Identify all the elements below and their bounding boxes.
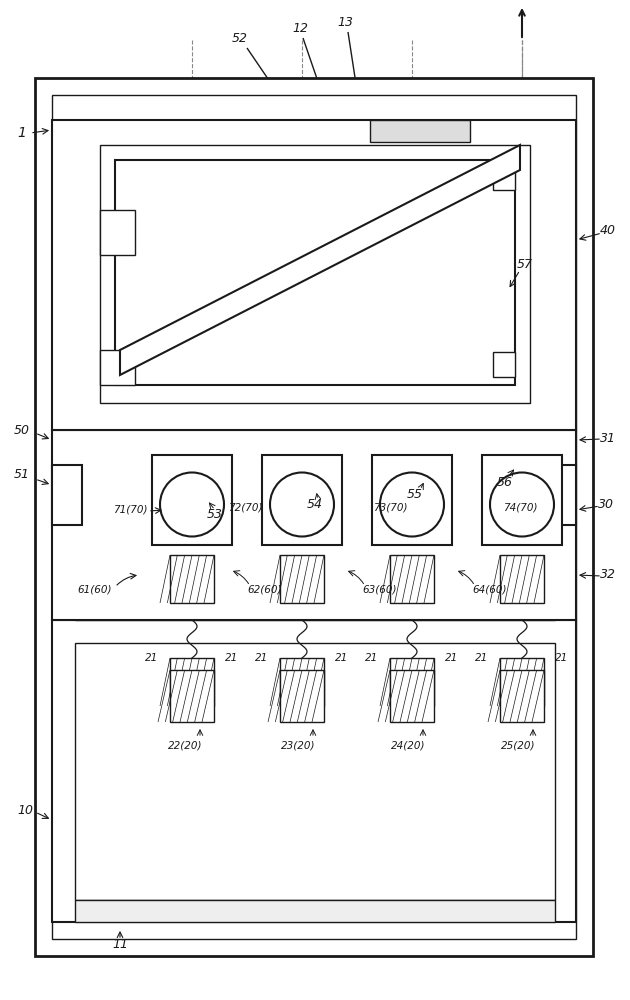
Text: 21: 21 bbox=[445, 653, 459, 663]
Bar bbox=[52, 465, 82, 525]
Bar bbox=[493, 352, 515, 377]
Text: 50: 50 bbox=[14, 424, 30, 436]
Text: 32: 32 bbox=[600, 568, 616, 582]
Bar bbox=[100, 210, 135, 255]
Text: 21: 21 bbox=[365, 653, 379, 663]
Bar bbox=[52, 120, 576, 430]
Text: 21: 21 bbox=[255, 653, 268, 663]
Text: 24(20): 24(20) bbox=[391, 740, 425, 750]
Text: 1: 1 bbox=[18, 126, 26, 140]
Text: 30: 30 bbox=[598, 498, 614, 512]
Bar bbox=[262, 455, 342, 545]
Bar bbox=[75, 900, 555, 922]
Bar bbox=[52, 95, 576, 939]
Text: 51: 51 bbox=[14, 468, 30, 482]
Circle shape bbox=[380, 473, 444, 536]
Text: 73(70): 73(70) bbox=[373, 503, 407, 513]
Text: 71(70): 71(70) bbox=[113, 505, 147, 515]
Text: 52: 52 bbox=[232, 31, 248, 44]
Text: 63(60): 63(60) bbox=[363, 585, 398, 595]
Text: 12: 12 bbox=[292, 21, 308, 34]
Text: 54: 54 bbox=[307, 498, 323, 512]
Bar bbox=[390, 670, 434, 722]
Bar bbox=[170, 670, 214, 722]
Text: 11: 11 bbox=[112, 938, 128, 952]
Bar bbox=[52, 430, 576, 620]
Text: 22(20): 22(20) bbox=[168, 740, 202, 750]
Bar bbox=[170, 658, 214, 706]
Text: 10: 10 bbox=[17, 804, 33, 816]
Text: 64(60): 64(60) bbox=[472, 585, 507, 595]
Text: 23(20): 23(20) bbox=[281, 740, 315, 750]
Text: 55: 55 bbox=[407, 488, 423, 502]
Polygon shape bbox=[120, 145, 520, 375]
Circle shape bbox=[270, 473, 334, 536]
Circle shape bbox=[490, 473, 554, 536]
Text: 21: 21 bbox=[146, 653, 159, 663]
Bar bbox=[100, 145, 530, 403]
Bar bbox=[370, 120, 470, 142]
Text: 21: 21 bbox=[226, 653, 239, 663]
Text: 31: 31 bbox=[600, 432, 616, 444]
Bar bbox=[546, 465, 576, 525]
Text: 40: 40 bbox=[600, 224, 616, 236]
Bar bbox=[35, 78, 593, 956]
Bar bbox=[482, 455, 562, 545]
Text: 56: 56 bbox=[497, 476, 513, 488]
Text: 62(60): 62(60) bbox=[248, 585, 282, 595]
Bar bbox=[280, 555, 324, 603]
Bar bbox=[52, 620, 576, 922]
Bar bbox=[100, 350, 135, 385]
Bar bbox=[372, 455, 452, 545]
Text: 21: 21 bbox=[335, 653, 348, 663]
Bar bbox=[500, 555, 544, 603]
Bar bbox=[170, 555, 214, 603]
Bar bbox=[280, 670, 324, 722]
Bar bbox=[493, 160, 515, 190]
Text: 13: 13 bbox=[337, 15, 353, 28]
Bar bbox=[500, 658, 544, 706]
Bar bbox=[390, 555, 434, 603]
Text: 61(60): 61(60) bbox=[77, 585, 112, 595]
Bar bbox=[280, 658, 324, 706]
Text: 57: 57 bbox=[517, 258, 533, 271]
Text: 21: 21 bbox=[476, 653, 489, 663]
Text: 74(70): 74(70) bbox=[503, 503, 537, 513]
Bar bbox=[75, 643, 555, 900]
Bar bbox=[390, 658, 434, 706]
Circle shape bbox=[160, 473, 224, 536]
Bar bbox=[115, 160, 515, 385]
Text: 72(70): 72(70) bbox=[228, 503, 262, 513]
Text: 53: 53 bbox=[207, 508, 223, 522]
Bar bbox=[500, 670, 544, 722]
Text: 21: 21 bbox=[556, 653, 569, 663]
Bar bbox=[152, 455, 232, 545]
Text: 25(20): 25(20) bbox=[501, 740, 536, 750]
